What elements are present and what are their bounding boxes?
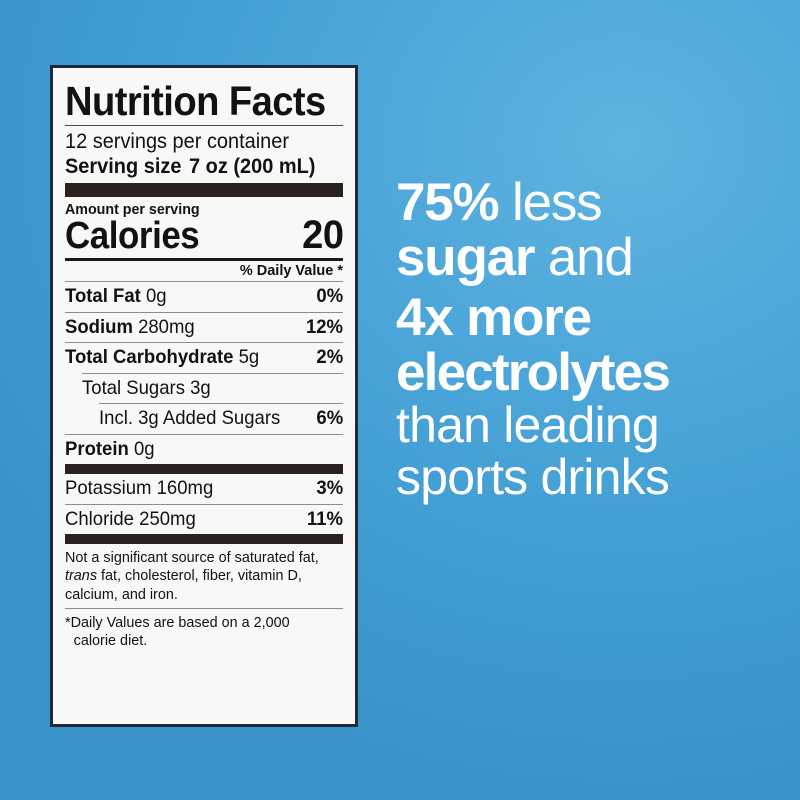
divider-thick-top — [65, 183, 343, 198]
nutrition-facts-title: Nutrition Facts — [65, 78, 326, 124]
mineral-name: Potassium 160mg — [65, 477, 214, 500]
calories-value: 20 — [301, 213, 344, 258]
mineral-row-chloride: Chloride 250mg 11% — [65, 505, 343, 535]
divider-row — [65, 433, 343, 435]
amount-per-serving-label: Amount per serving — [65, 201, 200, 219]
nutrient-name: Incl. 3g Added Sugars — [99, 407, 281, 430]
footnote-trans-italic: trans — [65, 567, 98, 585]
calories-label: Calories — [65, 215, 200, 258]
footnote-line-2: fat, cholesterol, fiber, vitamin D, — [97, 567, 302, 585]
nutrient-row-total-fat: Total Fat 0g 0% — [65, 282, 343, 312]
nutrient-row-total-carbohydrate: Total Carbohydrate 5g 2% — [65, 343, 343, 373]
divider-row — [65, 342, 343, 344]
marketing-line-2: sugar and — [396, 227, 776, 287]
divider-row — [65, 311, 343, 313]
daily-value-note-line-1: *Daily Values are based on a 2,000 — [65, 613, 290, 631]
footnote-not-significant-source: Not a significant source of saturated fa… — [65, 544, 332, 608]
divider-under-title — [65, 124, 343, 126]
nutrient-percent: 6% — [316, 407, 343, 430]
claim-and: and — [534, 227, 634, 287]
mineral-percent: 3% — [316, 477, 343, 500]
marketing-line-1: 75% less — [396, 173, 776, 232]
footnote-line-3: calcium, and iron. — [65, 585, 178, 603]
marketing-line-4: electrolytes — [396, 342, 776, 402]
divider-thick-minerals — [65, 464, 343, 475]
divider-row — [99, 403, 343, 405]
marketing-line-6: sports drinks — [396, 448, 670, 505]
nutrient-percent: 0% — [316, 285, 343, 308]
nutrient-name: Total Fat 0g — [65, 285, 167, 308]
divider-under-calories — [65, 258, 343, 262]
daily-value-header: % Daily Value * — [239, 263, 343, 280]
nutrient-row-sodium: Sodium 280mg 12% — [65, 313, 343, 343]
claim-electrolytes: electrolytes — [396, 342, 671, 402]
calories-row: Calories 20 — [65, 215, 343, 255]
marketing-line-5: than leading — [396, 397, 660, 454]
claim-percent-value: 75% — [396, 173, 500, 232]
nutrition-facts-panel: Nutrition Facts 12 servings per containe… — [50, 65, 358, 727]
mineral-percent: 11% — [306, 507, 343, 530]
divider-row — [65, 281, 343, 283]
serving-size-row: Serving size 7 oz (200 mL) — [65, 155, 329, 179]
nutrient-row-protein: Protein 0g — [65, 435, 343, 465]
divider-thick-footnote — [65, 534, 343, 545]
nutrient-name: Protein 0g — [65, 437, 155, 460]
divider-row — [82, 372, 343, 374]
nutrient-percent: 2% — [316, 346, 343, 369]
mineral-row-potassium: Potassium 160mg 3% — [65, 474, 343, 504]
divider-footnote — [65, 607, 343, 609]
servings-per-container: 12 servings per container — [65, 129, 290, 153]
marketing-claim-text: 75% less sugar and 4x more electrolytes … — [396, 173, 776, 505]
claim-sugar: sugar — [396, 227, 536, 287]
nutrient-row-added-sugars: Incl. 3g Added Sugars 6% — [65, 404, 343, 434]
nutrient-name: Sodium 280mg — [65, 315, 195, 338]
nutrient-row-total-sugars: Total Sugars 3g — [65, 374, 343, 404]
daily-value-note-line-2: calorie diet. — [73, 632, 148, 650]
divider-row — [65, 503, 343, 505]
claim-4x-more: 4x more — [396, 288, 592, 348]
nutrient-name: Total Sugars 3g — [82, 376, 211, 399]
claim-less: less — [498, 173, 603, 232]
marketing-line-3: 4x more — [396, 288, 776, 348]
footnote-line-1: Not a significant source of saturated fa… — [65, 549, 319, 567]
serving-size-value: 7 oz (200 mL) — [189, 154, 316, 178]
daily-value-note: *Daily Values are based on a 2,000 calor… — [65, 609, 332, 651]
mineral-name: Chloride 250mg — [65, 507, 196, 530]
nutrient-percent: 12% — [305, 315, 343, 338]
serving-size-label: Serving size — [65, 154, 182, 178]
nutrient-name: Total Carbohydrate 5g — [65, 346, 260, 369]
